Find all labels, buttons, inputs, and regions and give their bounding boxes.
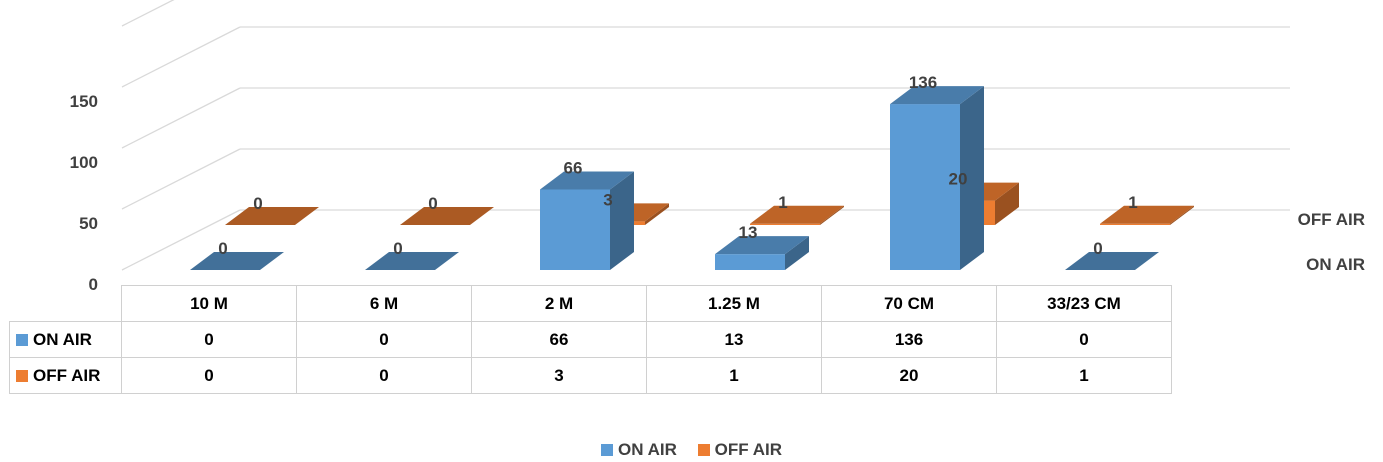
series-name: ON AIR: [33, 329, 92, 349]
gridline-side: [121, 26, 241, 88]
gridline-side: [121, 148, 241, 210]
data-table-value: 0: [296, 321, 472, 358]
bar-off-air: [225, 207, 319, 225]
data-label: 136: [909, 73, 937, 92]
data-table-corner: [9, 285, 122, 322]
data-label: 1: [778, 193, 787, 212]
data-table-category: 33/23 CM: [996, 285, 1172, 322]
data-table-value: 66: [471, 321, 647, 358]
bar-off-air: [750, 205, 844, 225]
data-table-value: 0: [121, 321, 297, 358]
depth-axis-label: OFF AIR: [1298, 210, 1365, 229]
bar-front-face: [715, 254, 785, 270]
data-table-value: 0: [996, 321, 1172, 358]
legend-item-off-air: OFF AIR: [697, 440, 782, 460]
depth-axis-series-labels: ON AIR OFF AIR: [1298, 210, 1365, 274]
gridline-side: [121, 87, 241, 149]
data-label: 0: [428, 194, 437, 213]
y-tick-label: 150: [70, 92, 98, 111]
data-table-value: 1: [646, 357, 822, 394]
data-table-category: 6 M: [296, 285, 472, 322]
legend-label: ON AIR: [618, 440, 677, 459]
data-label: 0: [253, 194, 262, 213]
bar-side-face: [960, 86, 984, 270]
bar-top-face: [225, 207, 319, 225]
bar-side-face: [785, 236, 809, 270]
bar-on-air: [715, 236, 809, 270]
bar-front-face: [890, 104, 960, 270]
bar-top-face: [1065, 252, 1159, 270]
data-label: 0: [1093, 239, 1102, 258]
data-table-value: 0: [296, 357, 472, 394]
chart-gridlines: [121, 0, 1290, 271]
data-table-category: 70 CM: [821, 285, 997, 322]
bar-top-face: [365, 252, 459, 270]
data-table-row-header: ON AIR: [9, 321, 122, 358]
data-label: 0: [393, 239, 402, 258]
y-tick-label: 0: [89, 275, 98, 294]
series-name: OFF AIR: [33, 365, 101, 385]
bar-front-face: [750, 223, 820, 225]
bar-on-air: [190, 252, 284, 270]
bar-front-face: [1100, 223, 1170, 225]
bar-side-face: [610, 171, 634, 270]
bar-off-air: [400, 207, 494, 225]
bar-front-face: [540, 189, 610, 270]
legend-item-on-air: ON AIR: [601, 440, 677, 460]
data-table-row: ON AIR 0 0 66 13 136 0: [9, 321, 1172, 358]
data-label: 66: [564, 158, 583, 177]
bar-top-face: [750, 205, 844, 224]
gridline-side: [121, 0, 175, 27]
bar-top-face: [715, 236, 809, 255]
bar-off-air: [1100, 205, 1194, 225]
chart-legend: ON AIR OFF AIR: [0, 440, 1383, 460]
data-table-row: OFF AIR 0 0 3 1 20 1: [9, 357, 1172, 394]
data-label: 13: [739, 223, 758, 242]
legend-swatch: [697, 444, 710, 456]
data-table-row-header: OFF AIR: [9, 357, 122, 394]
series-swatch: [16, 333, 28, 346]
depth-axis-label: ON AIR: [1306, 255, 1365, 274]
bar-on-air: [540, 171, 634, 270]
bar-side-face: [645, 203, 669, 225]
data-table-value: 136: [821, 321, 997, 358]
bar-side-face: [820, 205, 844, 225]
bar-top-face: [190, 252, 284, 270]
data-table-category: 2 M: [471, 285, 647, 322]
y-axis-tick-labels: 0 50 100 150: [70, 92, 98, 294]
off-air-bars: [225, 182, 1194, 225]
data-label: 3: [603, 190, 612, 209]
legend-label: OFF AIR: [714, 440, 782, 459]
bar-top-face: [890, 86, 984, 105]
gridline-side: [121, 209, 241, 271]
bar-top-face: [400, 207, 494, 225]
data-table-category: 1.25 M: [646, 285, 822, 322]
bar-top-face: [540, 171, 634, 190]
y-tick-label: 100: [70, 153, 98, 172]
data-table-value: 13: [646, 321, 822, 358]
bar-on-air: [1065, 252, 1159, 270]
data-table-value: 3: [471, 357, 647, 394]
data-table-value: 1: [996, 357, 1172, 394]
bar-side-face: [995, 182, 1019, 225]
data-table-value: 0: [121, 357, 297, 394]
data-table-value: 20: [821, 357, 997, 394]
data-table-category: 10 M: [121, 285, 297, 322]
bar-on-air: [365, 252, 459, 270]
data-label: 20: [949, 170, 968, 189]
bar-top-face: [1100, 205, 1194, 224]
bar-on-air: [890, 86, 984, 270]
bar-side-face: [1170, 205, 1194, 225]
data-label: 0: [218, 239, 227, 258]
data-label: 1: [1128, 193, 1137, 212]
legend-swatch: [601, 444, 613, 456]
y-tick-label: 50: [79, 214, 98, 233]
series-swatch: [16, 369, 28, 382]
on-air-bars: [190, 86, 1159, 270]
